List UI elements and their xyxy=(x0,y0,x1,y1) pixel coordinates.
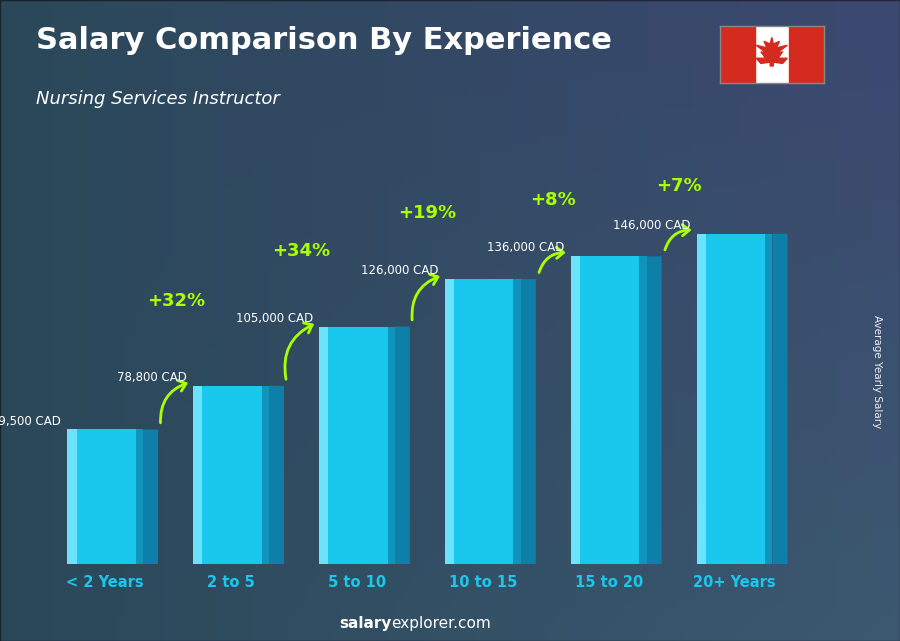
FancyBboxPatch shape xyxy=(765,234,772,564)
FancyBboxPatch shape xyxy=(320,326,328,564)
Polygon shape xyxy=(720,26,754,83)
Text: +32%: +32% xyxy=(147,292,205,310)
Text: +34%: +34% xyxy=(273,242,330,260)
Text: Nursing Services Instructor: Nursing Services Instructor xyxy=(36,90,280,108)
FancyBboxPatch shape xyxy=(194,386,202,564)
FancyBboxPatch shape xyxy=(697,234,772,564)
FancyBboxPatch shape xyxy=(68,429,143,564)
Text: 126,000 CAD: 126,000 CAD xyxy=(361,264,439,277)
Text: +19%: +19% xyxy=(399,204,456,222)
FancyBboxPatch shape xyxy=(194,386,269,564)
Text: Salary Comparison By Experience: Salary Comparison By Experience xyxy=(36,26,612,54)
Text: 105,000 CAD: 105,000 CAD xyxy=(236,312,313,324)
FancyBboxPatch shape xyxy=(262,386,269,564)
Text: 146,000 CAD: 146,000 CAD xyxy=(613,219,690,232)
Polygon shape xyxy=(395,326,410,564)
FancyBboxPatch shape xyxy=(320,326,395,564)
Text: explorer.com: explorer.com xyxy=(392,617,491,631)
FancyBboxPatch shape xyxy=(446,279,521,564)
FancyBboxPatch shape xyxy=(571,256,646,564)
FancyBboxPatch shape xyxy=(513,279,521,564)
Text: salary: salary xyxy=(339,617,392,631)
FancyBboxPatch shape xyxy=(639,256,646,564)
Polygon shape xyxy=(269,386,284,564)
Text: +8%: +8% xyxy=(530,191,576,209)
Text: 59,500 CAD: 59,500 CAD xyxy=(0,415,61,428)
Text: Average Yearly Salary: Average Yearly Salary xyxy=(872,315,883,428)
FancyBboxPatch shape xyxy=(388,326,395,564)
Polygon shape xyxy=(646,256,662,564)
Text: 78,800 CAD: 78,800 CAD xyxy=(117,371,187,384)
Polygon shape xyxy=(756,37,788,66)
FancyBboxPatch shape xyxy=(697,234,706,564)
FancyBboxPatch shape xyxy=(136,429,143,564)
Text: +7%: +7% xyxy=(656,178,702,196)
Text: 136,000 CAD: 136,000 CAD xyxy=(487,242,564,254)
FancyBboxPatch shape xyxy=(68,429,76,564)
FancyBboxPatch shape xyxy=(446,279,454,564)
Polygon shape xyxy=(143,429,158,564)
Polygon shape xyxy=(789,26,824,83)
FancyBboxPatch shape xyxy=(571,256,580,564)
Polygon shape xyxy=(521,279,535,564)
Polygon shape xyxy=(772,234,788,564)
